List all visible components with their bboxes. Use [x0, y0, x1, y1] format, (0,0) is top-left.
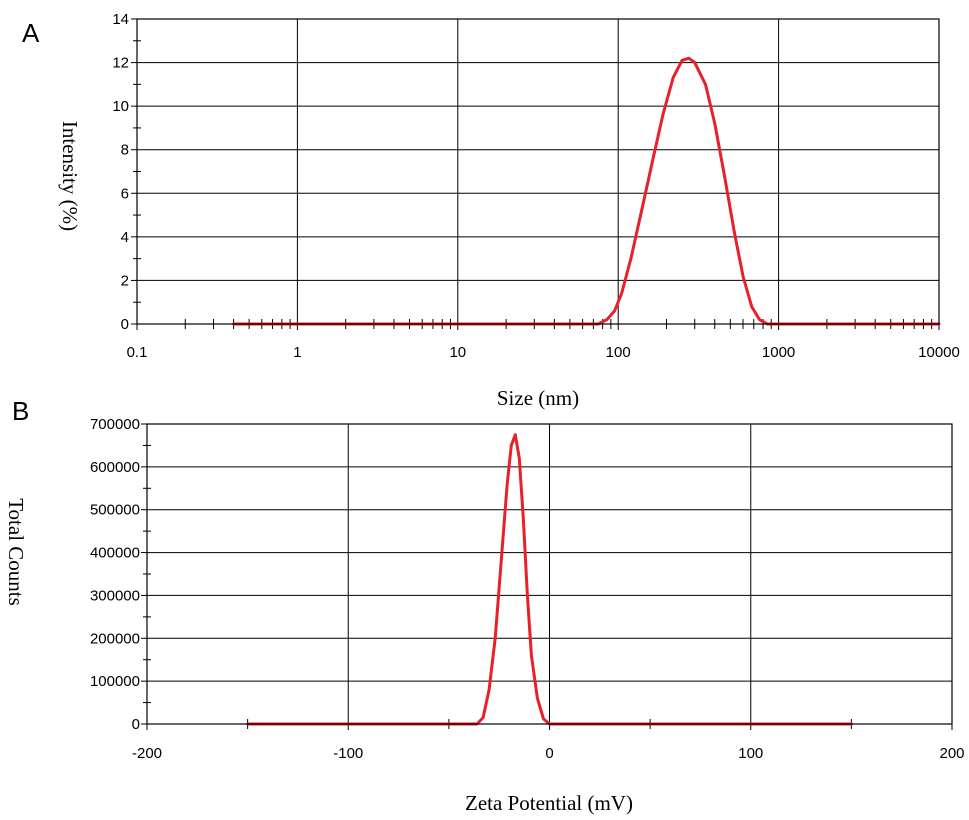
panel-b-y-tick-label: 0 [132, 716, 140, 733]
panel-b-series [246, 433, 853, 726]
panel-b-y-tick-label: 400000 [90, 545, 140, 562]
panel-a-series-line [232, 56, 941, 326]
panel-b-zeta-potential: B Total Counts Zeta Potential (mV) -200-… [4, 396, 965, 815]
panel-a-series [232, 56, 941, 326]
panel-a-grid [137, 19, 939, 324]
panel-a-y-tick-label: 8 [121, 142, 129, 159]
panel-b-y-tick-label: 500000 [90, 502, 140, 519]
panel-a-x-axis-label: Size (nm) [497, 386, 579, 410]
panel-b-y-tick-label: 300000 [90, 587, 140, 604]
panel-b-x-tick-label: 100 [738, 745, 763, 762]
panel-a-y-tick-label: 14 [112, 11, 129, 28]
panel-b-letter: B [12, 396, 29, 426]
panel-a-x-tick-label: 1 [293, 344, 301, 361]
panel-a-ticks [131, 18, 940, 330]
panel-b-x-axis-label: Zeta Potential (mV) [465, 791, 633, 815]
panel-a-y-tick-label: 6 [121, 185, 129, 202]
panel-b-y-tick-label: 200000 [90, 630, 140, 647]
panel-a-letter: A [22, 18, 40, 48]
panel-a-size-distribution: A Intensity (%) Size (nm) 0.1 1 10 100 1000 1… [22, 11, 960, 410]
panel-a-x-tick-label: 0.1 [127, 344, 148, 361]
panel-b-plot-frame [146, 423, 953, 725]
panel-b-y-tick-label: 600000 [90, 459, 140, 476]
panel-b-tick-labels: -200 -100 0 100 200 0 100000 200000 300000 400000… [90, 416, 965, 762]
panel-b-y-tick-label: 700000 [90, 416, 140, 433]
panel-b-ticks [141, 423, 953, 730]
panel-b-y-tick-label: 100000 [90, 673, 140, 690]
panel-a-x-tick-label: 10000 [918, 344, 960, 361]
panel-a-y-tick-label: 10 [112, 98, 129, 115]
panel-a-y-tick-label: 0 [121, 316, 129, 333]
panel-b-x-tick-label: -100 [333, 745, 363, 762]
panel-a-y-tick-label: 12 [112, 55, 129, 72]
panel-a-x-tick-label: 10 [449, 344, 466, 361]
panel-b-x-tick-label: 200 [939, 745, 964, 762]
panel-b-grid [147, 424, 952, 724]
panel-b-series-line [246, 433, 853, 726]
panel-a-x-tick-label: 100 [606, 344, 631, 361]
panel-a-y-axis-label: Intensity (%) [58, 121, 82, 231]
panel-b-x-tick-label: 0 [545, 745, 553, 762]
panel-a-y-tick-label: 2 [121, 272, 129, 289]
panel-b-x-tick-label: -200 [132, 745, 162, 762]
panel-a-plot-frame [136, 18, 940, 325]
panel-a-tick-labels: 0.1 1 10 100 1000 10000 0 2 4 6 8 10 12 14 [112, 11, 960, 361]
panel-b-y-axis-label: Total Counts [4, 498, 28, 606]
panel-a-y-tick-label: 4 [121, 229, 129, 246]
panel-a-x-tick-label: 1000 [762, 344, 795, 361]
